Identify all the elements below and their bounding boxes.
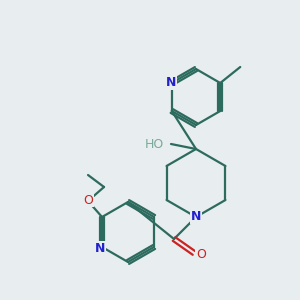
Text: O: O [196,248,206,260]
Text: N: N [95,242,105,254]
Text: HO: HO [145,137,164,151]
Text: O: O [83,194,93,206]
Text: N: N [166,76,176,89]
Text: N: N [191,211,201,224]
